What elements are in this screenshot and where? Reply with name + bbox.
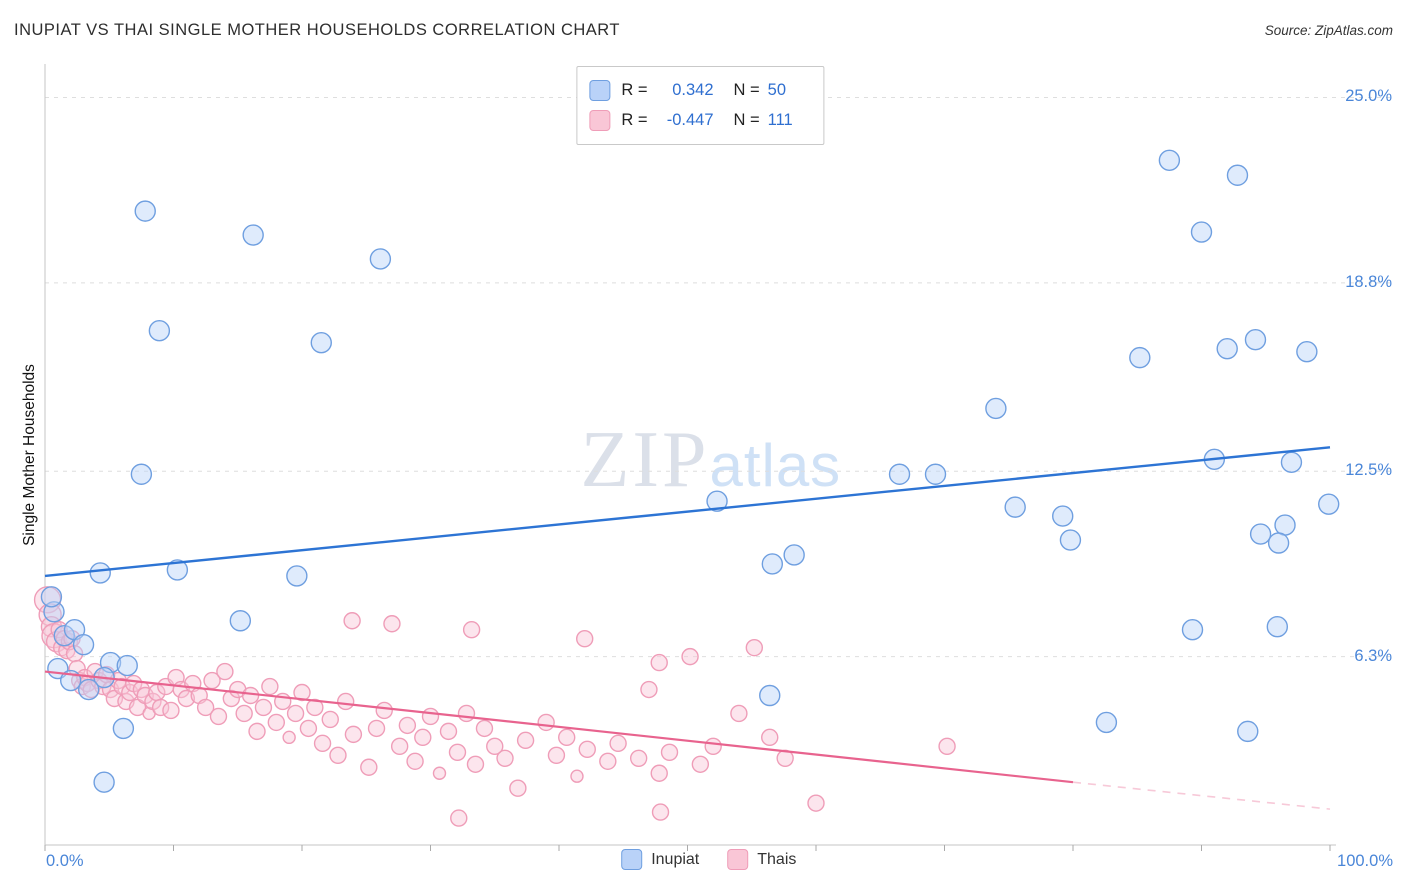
legend-item-thais: Thais bbox=[727, 849, 796, 870]
thais-r-value: -0.447 bbox=[666, 111, 714, 129]
correlation-legend: R = 0.342 N = 50 R = -0.447 N = 111 bbox=[576, 66, 825, 145]
series-legend: Inupiat Thais bbox=[612, 849, 805, 870]
y-tick-18-8: 18.8% bbox=[1345, 273, 1392, 291]
x-tick-max: 100.0% bbox=[1337, 852, 1393, 870]
r-label: R = bbox=[621, 111, 648, 129]
page-title: INUPIAT VS THAI SINGLE MOTHER HOUSEHOLDS… bbox=[14, 21, 620, 39]
legend-label-inupiat: Inupiat bbox=[651, 850, 700, 868]
thais-swatch-icon bbox=[727, 849, 749, 870]
inupiat-swatch-icon bbox=[621, 849, 643, 870]
y-tick-12-5: 12.5% bbox=[1345, 461, 1392, 479]
n-label: N = bbox=[733, 111, 760, 129]
y-tick-6-3: 6.3% bbox=[1354, 647, 1392, 665]
r-label: R = bbox=[621, 81, 648, 99]
legend-label-thais: Thais bbox=[757, 850, 797, 868]
thais-n-value: 111 bbox=[767, 111, 793, 129]
legend-item-inupiat: Inupiat bbox=[621, 849, 699, 870]
inupiat-n-value: 50 bbox=[767, 81, 787, 99]
thais-swatch-icon bbox=[589, 110, 611, 131]
x-tick-min: 0.0% bbox=[46, 852, 84, 870]
inupiat-correlation-row: R = 0.342 N = 50 bbox=[589, 77, 807, 104]
n-label: N = bbox=[733, 81, 760, 99]
thais-correlation-row: R = -0.447 N = 111 bbox=[589, 107, 807, 134]
inupiat-swatch-icon bbox=[589, 80, 611, 101]
y-tick-25: 25.0% bbox=[1345, 87, 1392, 105]
source-link[interactable]: Source: ZipAtlas.com bbox=[1264, 23, 1393, 38]
inupiat-r-value: 0.342 bbox=[672, 81, 714, 99]
